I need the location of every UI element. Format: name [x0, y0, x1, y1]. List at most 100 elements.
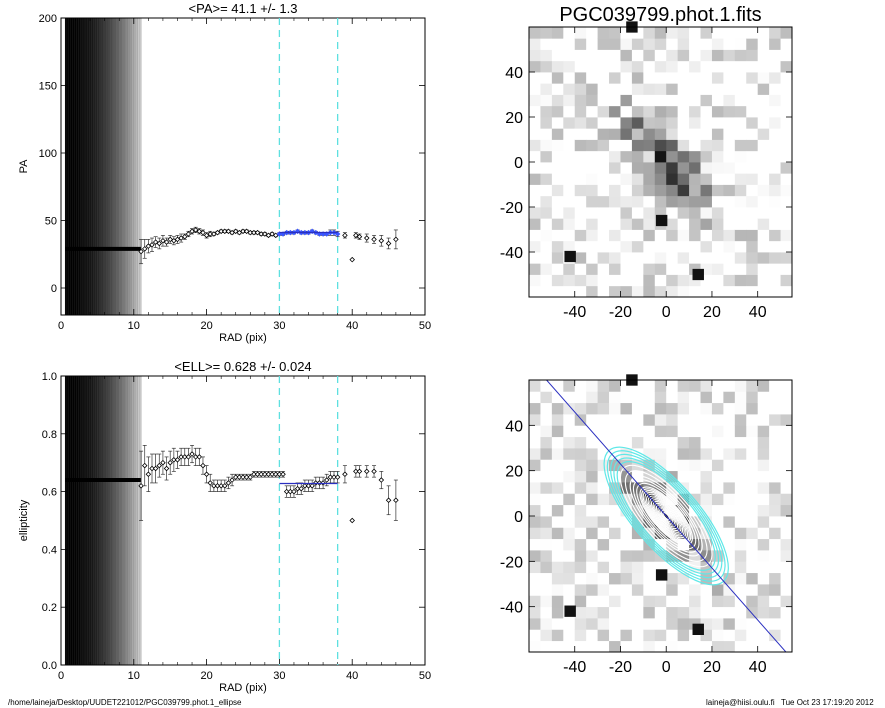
image-pixel	[654, 391, 667, 404]
data-point	[251, 229, 257, 236]
image-pixel	[723, 470, 736, 483]
inner-region-stripe	[122, 376, 126, 665]
image-pixel	[723, 162, 736, 174]
image-pixel	[620, 436, 633, 449]
image-pixel	[529, 380, 541, 392]
footer-user: laineja@hiisi.oulu.fi	[706, 698, 775, 707]
image-pixel	[586, 527, 599, 540]
image-pixel	[597, 527, 610, 540]
major-axis-line	[545, 380, 787, 652]
image-pixel	[689, 240, 701, 253]
inner-region-stripe	[137, 18, 142, 315]
image-pixel	[700, 72, 713, 84]
image-pixel	[769, 263, 781, 275]
image-pixel	[631, 218, 644, 230]
image-pixel	[677, 173, 690, 185]
data-point	[258, 231, 264, 237]
image-pixel	[551, 139, 564, 152]
image-pixel	[746, 470, 759, 483]
image-pixel	[677, 83, 690, 95]
inner-region-stripe	[96, 18, 101, 315]
image-pixel	[540, 436, 553, 449]
image-pixel	[540, 83, 553, 95]
image-pixel	[769, 538, 781, 551]
image-pixel	[643, 207, 656, 219]
image-pixel	[677, 150, 690, 163]
image-pixel	[540, 72, 553, 84]
image-pixel	[609, 550, 621, 562]
image-pixel	[551, 561, 564, 574]
image-pixel	[700, 516, 713, 528]
image-pixel	[700, 252, 713, 264]
image-pixel	[734, 527, 747, 540]
image-pixel	[597, 402, 610, 415]
image-pixel	[563, 504, 576, 517]
image-pixel	[654, 629, 667, 642]
image-pixel	[734, 218, 747, 230]
image-pixel	[780, 49, 793, 62]
image-pixel	[666, 584, 679, 596]
image-pixel	[631, 195, 644, 208]
image-pixel	[643, 184, 656, 197]
image-pixel	[551, 218, 564, 230]
image-pixel	[654, 538, 667, 551]
image-pixel	[677, 380, 690, 392]
image-pixel	[711, 561, 724, 574]
image-pixel	[746, 380, 759, 392]
point-source	[692, 268, 704, 281]
image-pixel	[757, 218, 770, 230]
image-pixel	[769, 150, 781, 163]
image-pixel	[643, 49, 656, 62]
image-pixel	[563, 606, 576, 619]
image-pixel	[540, 60, 553, 73]
image-pixel	[711, 618, 724, 630]
image-pixel	[631, 595, 644, 608]
image-pixel	[666, 436, 679, 449]
y-tick-label: 100	[39, 148, 57, 160]
image-pixel	[643, 139, 656, 152]
image-pixel	[689, 482, 701, 494]
image-pixel	[597, 150, 610, 163]
image-pixel	[734, 618, 747, 630]
image-pixel	[643, 38, 656, 50]
image-pixel	[563, 414, 576, 426]
data-point	[232, 228, 239, 235]
image-pixel	[689, 83, 701, 95]
image-pixel	[769, 606, 781, 619]
image-pixel	[586, 470, 599, 483]
image-pixel	[620, 274, 633, 287]
image-pixel	[586, 72, 599, 84]
image-pixel	[734, 27, 747, 39]
image-pixel	[734, 285, 747, 298]
x-tick-label: -20	[609, 659, 632, 676]
image-pixel	[574, 618, 587, 630]
image-pixel	[551, 629, 564, 642]
image-pixel	[711, 105, 724, 118]
image-pixel	[609, 504, 621, 517]
image-pixel	[529, 285, 541, 298]
image-pixel	[757, 195, 770, 208]
image-pixel	[563, 117, 576, 129]
image-pixel	[620, 60, 633, 73]
image-pixel	[597, 274, 610, 287]
image-pixel	[597, 640, 610, 653]
image-pixel	[746, 504, 759, 517]
image-pixel	[711, 252, 724, 264]
image-pixel	[723, 195, 736, 208]
image-pixel	[780, 572, 793, 585]
image-pixel	[700, 274, 713, 287]
image-pixel	[609, 414, 621, 426]
image-pixel	[643, 252, 656, 264]
image-pixel	[643, 72, 656, 84]
image-pixel	[586, 252, 599, 264]
image-pixel	[551, 470, 564, 483]
image-pixel	[540, 207, 553, 219]
data-point	[156, 462, 163, 469]
image-pixel	[689, 414, 701, 426]
image-pixel	[609, 83, 621, 95]
image-pixel	[711, 504, 724, 517]
data-point	[334, 474, 341, 480]
image-pixel	[734, 470, 747, 483]
image-pixel	[734, 459, 747, 472]
image-pixel	[689, 618, 701, 630]
